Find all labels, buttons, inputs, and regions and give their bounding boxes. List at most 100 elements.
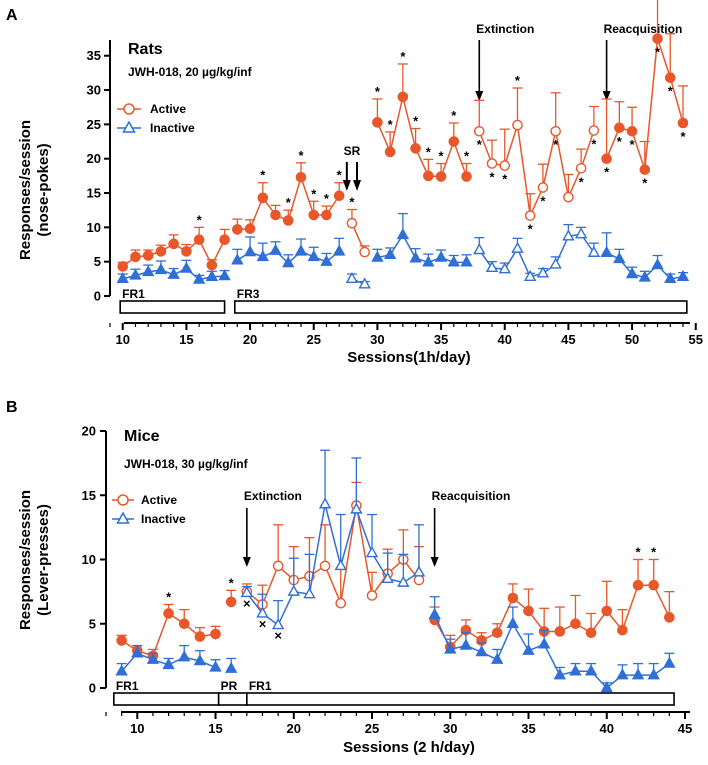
data-point-inactive [345, 271, 359, 284]
significance-star: * [630, 137, 636, 152]
data-point-inactive [616, 668, 629, 680]
legend-inactive-label: Inactive [141, 512, 186, 526]
significance-star: * [636, 545, 642, 560]
data-point-active [210, 628, 221, 640]
panel-letter-a: A [6, 7, 18, 24]
data-point-inactive [142, 265, 155, 277]
data-point-inactive [569, 664, 582, 676]
schedule-bar-pr [217, 692, 248, 706]
panel-a-rats: A Rats JWH-018, 20 µg/kg/inf Responses/s… [6, 0, 703, 366]
data-point-inactive [269, 243, 282, 255]
data-point-inactive [231, 253, 244, 265]
data-point-inactive [365, 546, 379, 558]
legend-inactive-marker [122, 120, 136, 133]
data-point-active [486, 158, 498, 169]
data-point-inactive [243, 245, 257, 257]
data-point-active [359, 246, 370, 258]
data-point-active [117, 261, 129, 272]
significance-star: * [439, 149, 445, 164]
significance-star: * [337, 168, 343, 183]
data-point-inactive [167, 267, 180, 279]
series-line-active [376, 96, 468, 178]
data-point-inactive [549, 257, 562, 269]
data-point-active [397, 91, 409, 103]
significance-cross: × [243, 596, 251, 611]
data-point-inactive [193, 654, 207, 666]
data-point-inactive [192, 272, 206, 284]
data-point-inactive [381, 571, 394, 583]
data-point-active [648, 579, 660, 591]
data-point-active [194, 631, 206, 642]
data-point-active [366, 590, 378, 601]
legend-active-marker [123, 103, 135, 115]
annotation-arrow-head [602, 91, 611, 101]
data-point-active [142, 250, 154, 261]
data-point-inactive [613, 251, 626, 264]
data-point-inactive [218, 269, 231, 281]
data-point-inactive [318, 497, 332, 509]
data-point-active [423, 170, 434, 182]
x-tick-label: 20 [287, 721, 301, 736]
data-point-active [677, 117, 689, 129]
data-point-inactive [131, 646, 144, 658]
y-tick-label: 0 [94, 289, 101, 304]
data-point-inactive [444, 642, 457, 654]
schedule-bar-fr1 [119, 300, 226, 314]
data-series [115, 449, 676, 693]
data-point-active [554, 626, 566, 637]
data-point-active [155, 246, 167, 257]
data-point-active [384, 146, 396, 158]
data-point-active [601, 605, 613, 617]
data-point-active [333, 190, 345, 202]
data-point-inactive [434, 250, 448, 262]
y-axis-title-line1: Responses/session [17, 120, 34, 260]
significance-star: * [579, 174, 585, 189]
data-point-inactive [511, 241, 524, 253]
data-point-inactive [553, 668, 567, 680]
data-point-active [130, 251, 141, 263]
significance-star: * [680, 129, 686, 144]
data-point-active [473, 125, 485, 137]
schedule-bar-label: PR [221, 679, 238, 693]
data-point-inactive [209, 660, 222, 672]
x-tick-label: 25 [365, 721, 379, 736]
y-tick-label: 20 [87, 151, 101, 166]
significance-star: * [540, 194, 546, 209]
data-point-active [652, 33, 663, 44]
data-point-inactive [256, 606, 269, 618]
data-point-inactive [631, 668, 645, 680]
significance-star: * [286, 195, 292, 210]
annotation-label: Reacquisition [604, 22, 683, 36]
y-axis-title-line2: (nose-pokes) [35, 143, 52, 236]
significance-star: * [477, 137, 483, 152]
significance-stars: * * * * × × × [166, 545, 657, 644]
data-point-active [575, 163, 587, 174]
data-point-active [523, 605, 534, 617]
data-point-active [626, 125, 638, 137]
x-tick-label: 25 [306, 332, 320, 347]
data-point-inactive [664, 271, 677, 284]
data-point-active [335, 597, 347, 609]
data-point-inactive [537, 637, 551, 649]
data-series [116, 0, 690, 289]
y-ticks: 0 5 10 15 20 25 30 35 [87, 48, 110, 304]
y-tick-label: 10 [82, 552, 96, 567]
significance-cross: × [259, 616, 267, 631]
significance-star: * [553, 137, 559, 152]
data-point-active [178, 618, 190, 630]
data-point-inactive [350, 502, 363, 514]
x-tick-label: 20 [243, 332, 257, 347]
data-point-active [413, 574, 425, 586]
significance-star: * [311, 186, 317, 201]
significance-star: * [651, 545, 657, 560]
data-point-active [550, 125, 561, 137]
x-tick-label: 40 [600, 721, 614, 736]
y-axis-title-line2: (Lever-presses) [35, 504, 52, 616]
data-point-active [491, 627, 503, 639]
chart-subtitle: JWH-018, 20 µg/kg/inf [128, 65, 253, 79]
data-point-active [295, 171, 307, 183]
data-point-inactive [625, 267, 639, 279]
significance-star: * [260, 168, 266, 183]
phase-annotations: Extinction Reacquisition [242, 489, 510, 567]
